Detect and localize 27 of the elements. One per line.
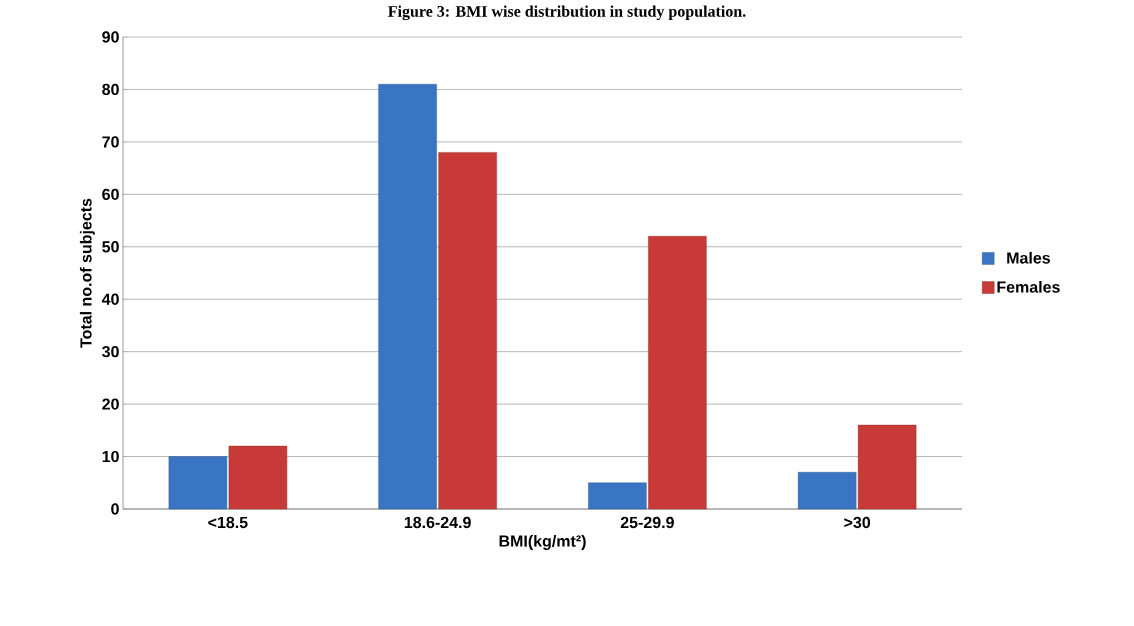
y-tick-label: 70 [102, 136, 119, 148]
bar [168, 456, 228, 510]
x-axis-title: BMI(kg/mt²) [499, 535, 586, 550]
bar [648, 236, 707, 510]
bar [797, 472, 857, 510]
y-axis-title: Total no.of subjects [79, 198, 95, 348]
y-tick-label: 20 [102, 398, 119, 410]
y-tick-label: 50 [102, 241, 119, 253]
y-tick-label: 10 [102, 450, 119, 463]
y-tick-label: 90 [102, 31, 119, 43]
bar [857, 424, 917, 510]
bar [378, 84, 437, 510]
chart-title: Figure 3: BMI wise distribution in study population. [388, 5, 746, 21]
bar [228, 445, 288, 510]
y-tick-label: 60 [102, 188, 119, 200]
y-tick-label: 40 [101, 293, 119, 305]
bar [588, 482, 647, 510]
x-tick-label: 25-29.9 [620, 516, 674, 529]
y-tick-label: 80 [102, 83, 119, 96]
x-tick-label: 18.6-24.9 [404, 516, 471, 529]
bar [438, 152, 497, 510]
x-tick-label: >30 [844, 516, 871, 529]
legend-label: Females [997, 281, 1060, 293]
legend-label: Males [1007, 251, 1050, 264]
x-tick-label: <18.5 [208, 516, 248, 529]
y-tick-label: 30 [102, 346, 119, 358]
y-tick-label: 0 [111, 503, 119, 515]
